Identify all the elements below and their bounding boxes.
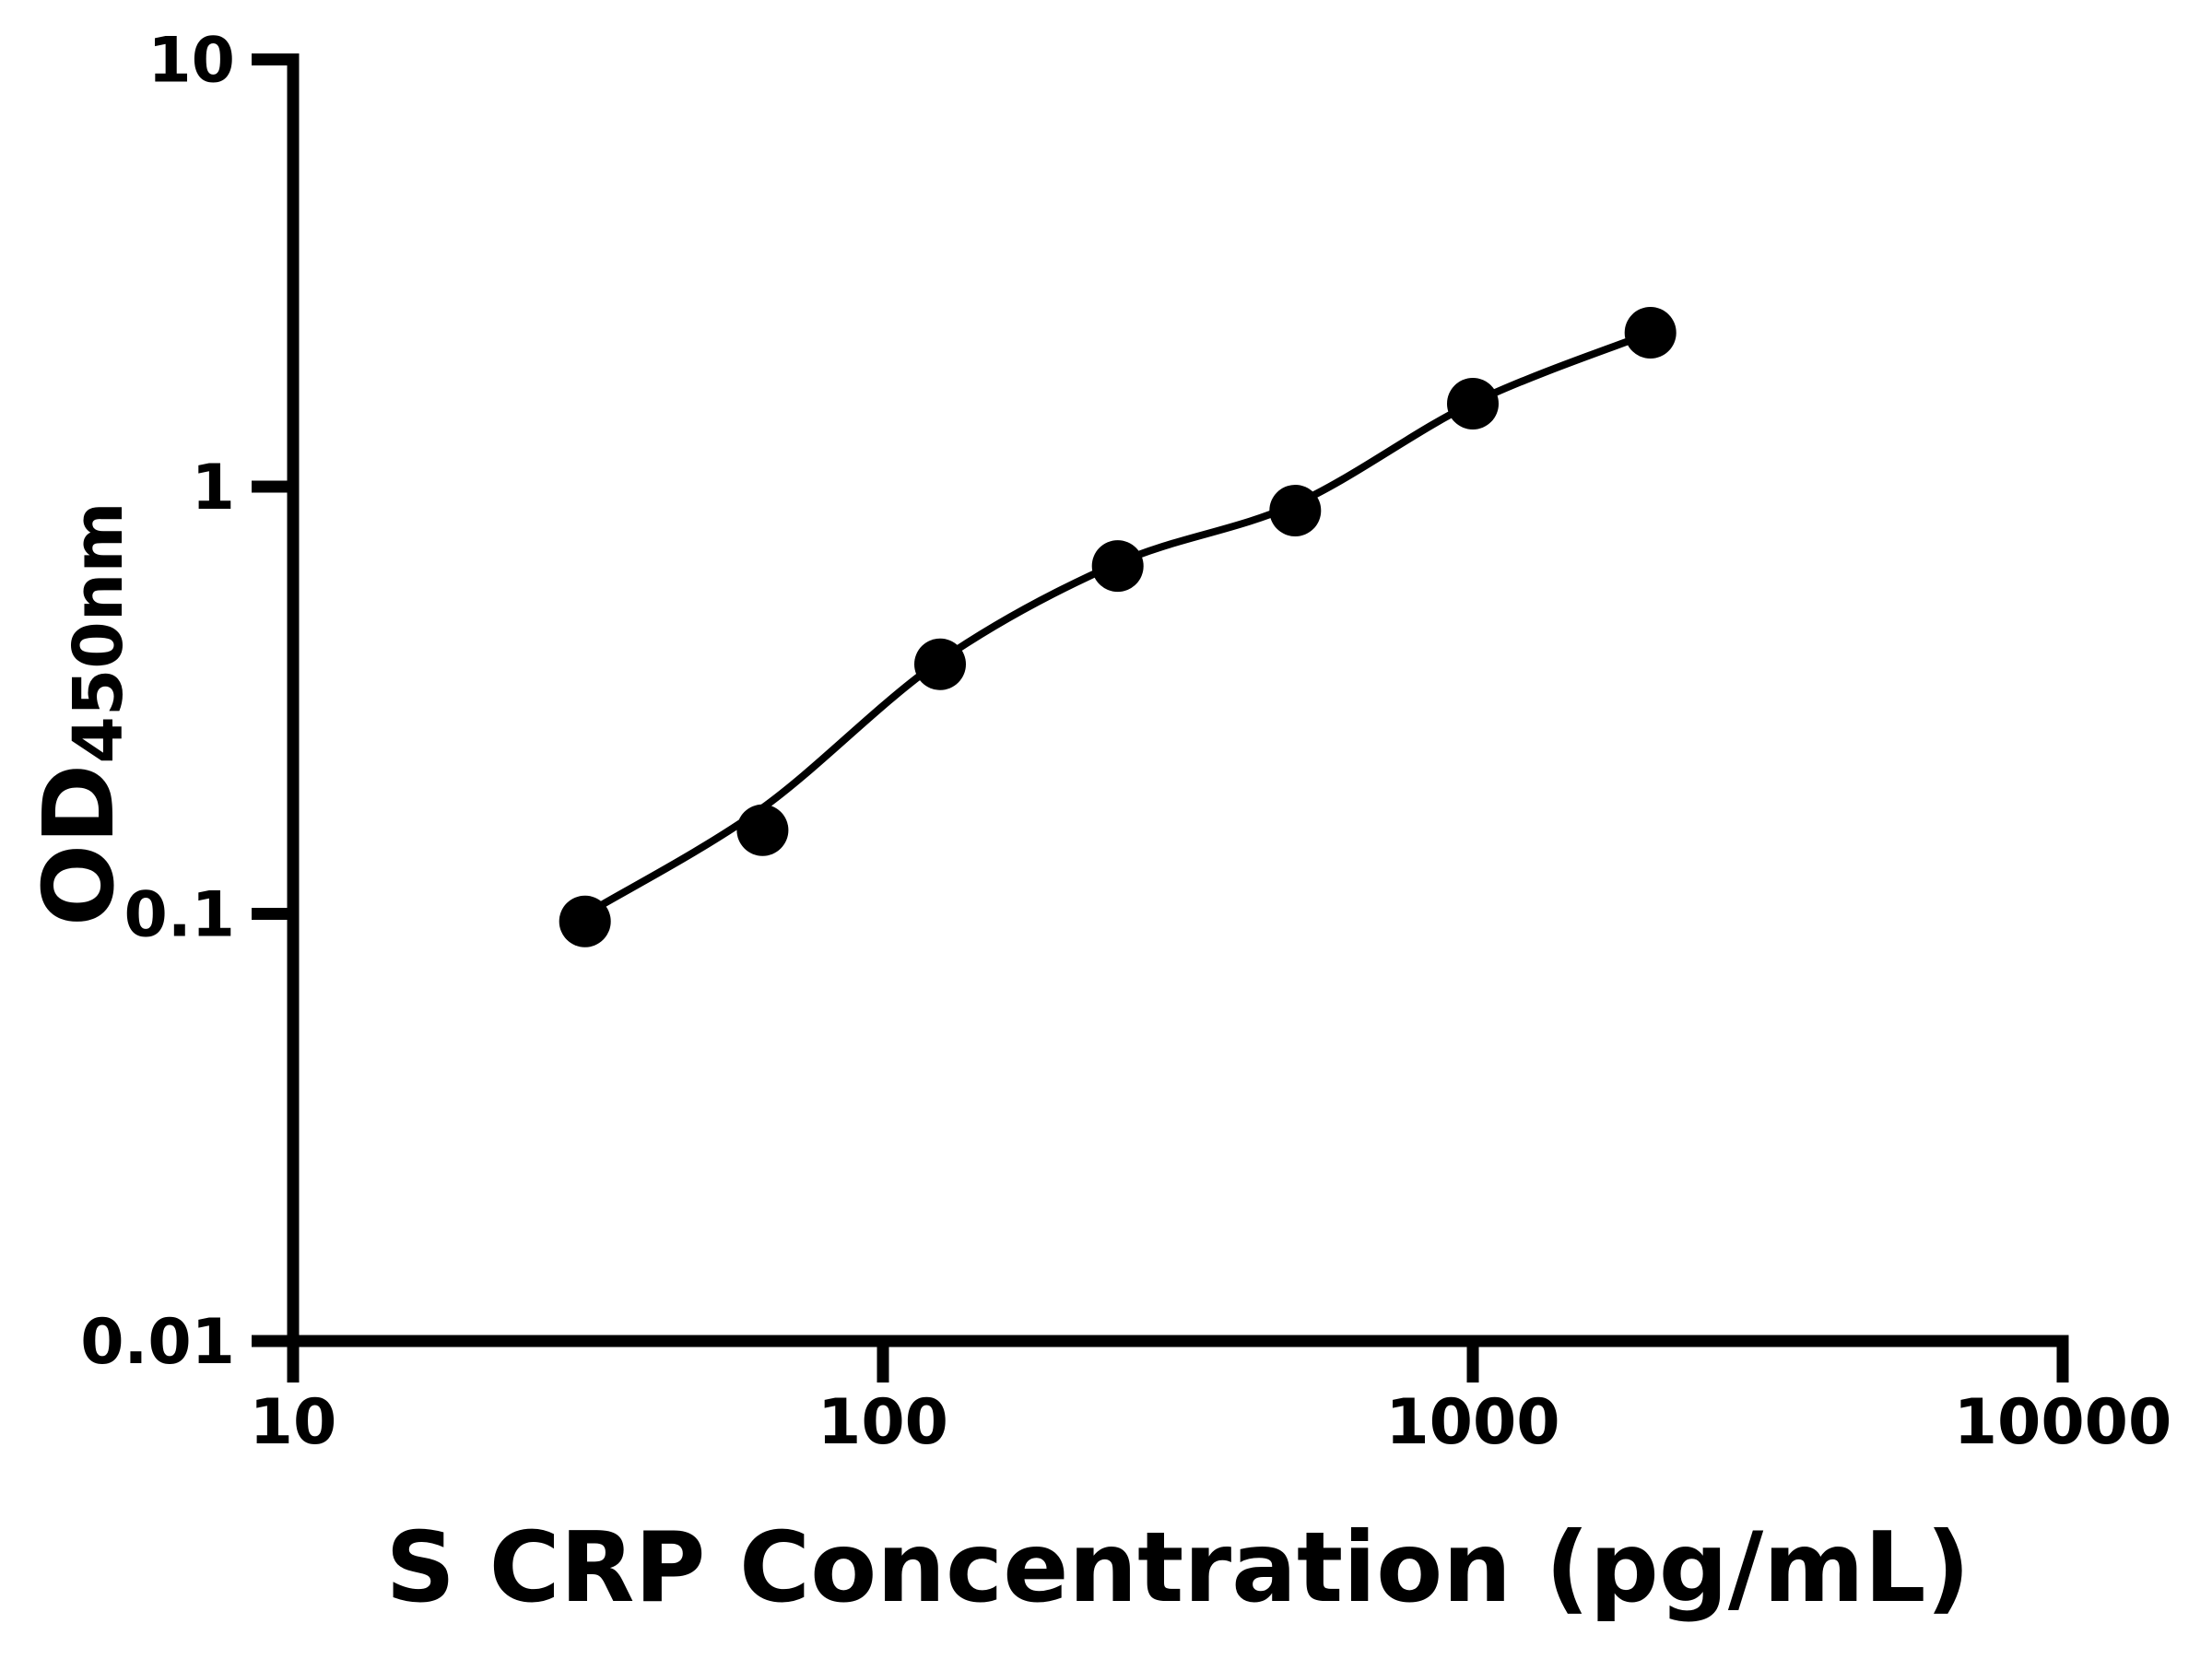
- data-point: [1269, 485, 1322, 536]
- y-tick-label: 1: [192, 452, 235, 524]
- y-tick-label: 0.1: [124, 879, 235, 952]
- y-axis-title-main: OD: [23, 764, 135, 926]
- x-tick-label: 10: [250, 1386, 337, 1459]
- y-tick-label: 0.01: [80, 1306, 235, 1379]
- x-axis-title: S CRP Concentration (pg/mL): [385, 1512, 1970, 1624]
- data-point: [1091, 540, 1144, 593]
- x-tick-label: 10000: [1954, 1386, 2172, 1459]
- data-point: [736, 804, 789, 856]
- y-axis-title: OD450nm: [23, 501, 138, 926]
- data-point: [559, 895, 611, 947]
- data-point: [914, 638, 966, 690]
- y-axis-title-subscript: 450nm: [59, 501, 138, 763]
- x-tick-label: 1000: [1385, 1386, 1559, 1459]
- x-tick-label: 100: [818, 1386, 948, 1459]
- y-tick-label: 10: [147, 25, 235, 98]
- data-point: [1447, 378, 1499, 429]
- data-point: [1624, 307, 1677, 359]
